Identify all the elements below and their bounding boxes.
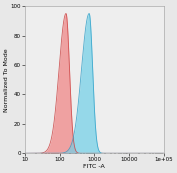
X-axis label: FITC -A: FITC -A: [84, 164, 105, 169]
Y-axis label: Normalized To Mode: Normalized To Mode: [4, 48, 9, 112]
